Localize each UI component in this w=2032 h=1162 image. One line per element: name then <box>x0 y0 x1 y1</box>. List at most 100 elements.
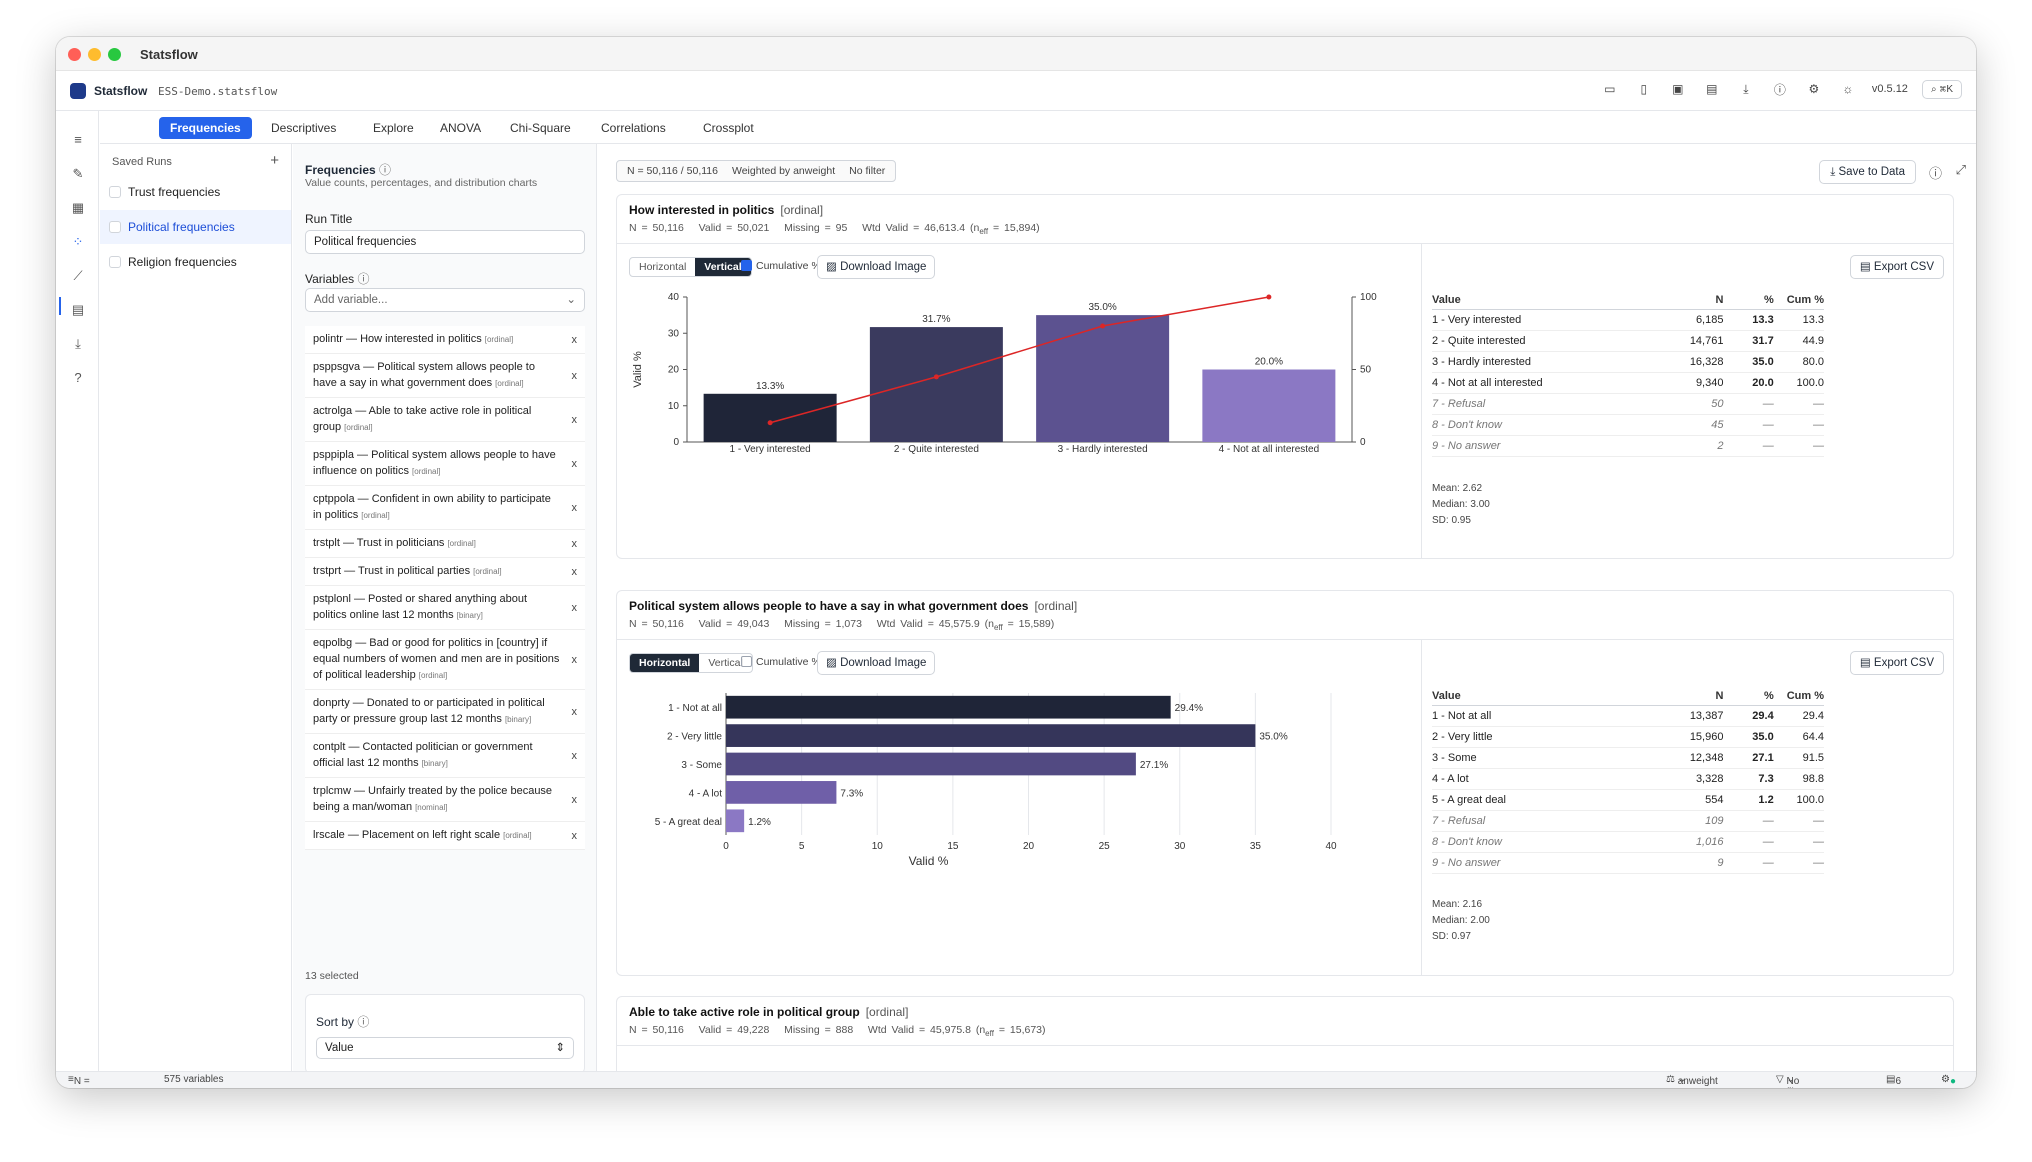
command-search-button[interactable]: ⌕ ⌘K <box>1921 79 1962 99</box>
variable-item[interactable]: eqpolbg — Bad or good for politics in [c… <box>305 630 585 690</box>
table-icon[interactable]: ▦ <box>71 200 85 215</box>
variable-item[interactable]: polintr — How interested in politics [ord… <box>305 326 585 354</box>
zoom-window-button[interactable] <box>108 48 121 61</box>
run-checkbox[interactable] <box>109 186 121 198</box>
checkbox-unchecked[interactable] <box>741 656 752 667</box>
sort-select[interactable]: Value ⇕ <box>316 1037 574 1059</box>
variable-item[interactable]: cptppola — Confident in own ability to p… <box>305 486 585 530</box>
export-csv-button[interactable]: ▤ Export CSV <box>1849 651 1944 675</box>
run-checkbox[interactable] <box>109 221 121 233</box>
tab-crossplot[interactable]: Crossplot <box>703 121 754 135</box>
gear-icon[interactable]: ⚙ <box>1808 82 1820 96</box>
add-run-icon[interactable]: + <box>270 152 279 169</box>
horizontal-option[interactable]: Horizontal <box>630 654 700 672</box>
save-as-icon[interactable]: ▤ <box>1706 82 1718 96</box>
remove-variable-button[interactable]: x <box>571 369 578 382</box>
vertical-option[interactable]: Vertical <box>708 657 743 669</box>
column-header[interactable]: % <box>1723 291 1774 310</box>
variable-item[interactable]: actrolga — Able to take active role in p… <box>305 398 585 442</box>
report-icon[interactable]: ▤ <box>71 302 85 317</box>
cell-pct: 20.0 <box>1723 372 1774 394</box>
help-icon[interactable]: ⓘ <box>1928 166 1942 181</box>
horizontal-option[interactable]: Horizontal <box>639 261 687 273</box>
status-n: ≡ N = 50,116 <box>68 1074 104 1088</box>
new-file-icon[interactable]: ▯ <box>1640 82 1648 96</box>
saved-run-item[interactable]: Political frequencies <box>100 210 291 244</box>
add-variable-select[interactable]: Add variable... ⌄ <box>305 288 585 312</box>
saved-run-item[interactable]: Trust frequencies <box>100 175 291 209</box>
remove-variable-button[interactable]: x <box>571 501 578 514</box>
column-header[interactable]: Cum % <box>1773 291 1824 310</box>
weight-selector[interactable]: ⚖ anweight ⌄ <box>1666 1074 1718 1087</box>
variable-item[interactable]: trplcmw — Unfairly treated by the police… <box>305 778 585 822</box>
save-icon[interactable]: ▣ <box>1672 82 1684 96</box>
bar <box>869 327 1003 442</box>
remove-variable-button[interactable]: x <box>571 537 578 550</box>
remove-variable-button[interactable]: x <box>571 565 578 578</box>
remove-variable-button[interactable]: x <box>571 457 578 470</box>
wand-icon[interactable]: ✎ <box>72 166 84 181</box>
minimize-window-button[interactable] <box>88 48 101 61</box>
line-chart-icon[interactable]: ⟋ <box>73 268 83 283</box>
tab-descriptives[interactable]: Descriptives <box>271 121 337 135</box>
info-icon[interactable]: ⓘ <box>357 272 370 286</box>
export-csv-button[interactable]: ▤ Export CSV <box>1849 255 1944 279</box>
download-icon[interactable]: ⤓ <box>1743 81 1749 96</box>
cumulative-toggle[interactable]: Cumulative % <box>741 656 821 668</box>
cell-n: 109 <box>1622 810 1724 832</box>
help-icon[interactable]: ⓘ <box>1773 82 1786 97</box>
cumulative-toggle[interactable]: Cumulative % <box>741 260 821 272</box>
remove-variable-button[interactable]: x <box>571 705 578 718</box>
export-icon[interactable]: ⤓ <box>75 336 81 351</box>
column-header[interactable]: Value <box>1432 687 1623 706</box>
tab-explore[interactable]: Explore <box>373 121 414 135</box>
cell-pct: — <box>1723 414 1774 436</box>
info-icon[interactable]: ⓘ <box>357 1015 370 1029</box>
variable-item[interactable]: contplt — Contacted politician or govern… <box>305 734 585 778</box>
variable-item[interactable]: donprty — Donated to or participated in … <box>305 690 585 734</box>
run-title-input[interactable]: Political frequencies <box>305 230 585 254</box>
summary-weight: Weighted by anweight <box>731 165 836 177</box>
theme-sun-icon[interactable]: ☼ <box>1842 82 1854 96</box>
column-header[interactable]: Value <box>1432 291 1623 310</box>
filter-selector[interactable]: ▽ No filter ⌄ <box>1776 1074 1805 1088</box>
history-count[interactable]: ▤ 6 <box>1886 1074 1902 1087</box>
remove-variable-button[interactable]: x <box>571 749 578 762</box>
download-image-button[interactable]: ▨ Download Image <box>817 255 936 279</box>
variable-item[interactable]: trstplt — Trust in politicians [ordinal] x <box>305 530 585 558</box>
remove-variable-button[interactable]: x <box>571 333 578 346</box>
variable-item[interactable]: trstprt — Trust in political parties [ord… <box>305 558 585 586</box>
remove-variable-button[interactable]: x <box>571 793 578 806</box>
expand-icon[interactable]: ⤢ <box>1955 162 1966 177</box>
column-header[interactable]: % <box>1723 687 1774 706</box>
column-header[interactable]: N <box>1622 291 1724 310</box>
column-header[interactable]: N <box>1622 687 1724 706</box>
close-window-button[interactable] <box>68 48 81 61</box>
remove-variable-button[interactable]: x <box>571 829 578 842</box>
save-to-data-button[interactable]: ⤓ Save to Data <box>1819 160 1916 184</box>
tab-chi-square[interactable]: Chi-Square <box>510 121 571 135</box>
variable-item[interactable]: pstplonl — Posted or shared anything abo… <box>305 586 585 630</box>
checkbox-checked[interactable] <box>741 260 752 271</box>
database-icon[interactable]: ≡ <box>74 132 82 147</box>
open-folder-icon[interactable]: ▭ <box>1604 82 1616 96</box>
scatter-chart-icon[interactable]: ⁘ <box>72 234 84 249</box>
help-circle-icon[interactable]: ? <box>74 370 82 385</box>
remove-variable-button[interactable]: x <box>571 413 578 426</box>
vertical-option[interactable]: Vertical <box>695 258 751 276</box>
cell-n: 13,387 <box>1622 705 1724 727</box>
column-header[interactable]: Cum % <box>1773 687 1824 706</box>
download-image-button[interactable]: ▨ Download Image <box>817 651 936 675</box>
tab-correlations[interactable]: Correlations <box>601 121 666 135</box>
variable-item[interactable]: psppipla — Political system allows peopl… <box>305 442 585 486</box>
variable-item[interactable]: psppsgva — Political system allows peopl… <box>305 354 585 398</box>
tab-frequencies[interactable]: Frequencies <box>159 117 252 139</box>
run-checkbox[interactable] <box>109 256 121 268</box>
info-icon[interactable]: ⓘ <box>379 163 392 177</box>
saved-run-item[interactable]: Religion frequencies <box>100 245 291 279</box>
tab-anova[interactable]: ANOVA <box>440 121 482 135</box>
cell-pct: 35.0 <box>1723 726 1774 748</box>
remove-variable-button[interactable]: x <box>571 601 578 614</box>
variable-item[interactable]: lrscale — Placement on left right scale[… <box>305 822 585 850</box>
remove-variable-button[interactable]: x <box>571 653 578 666</box>
